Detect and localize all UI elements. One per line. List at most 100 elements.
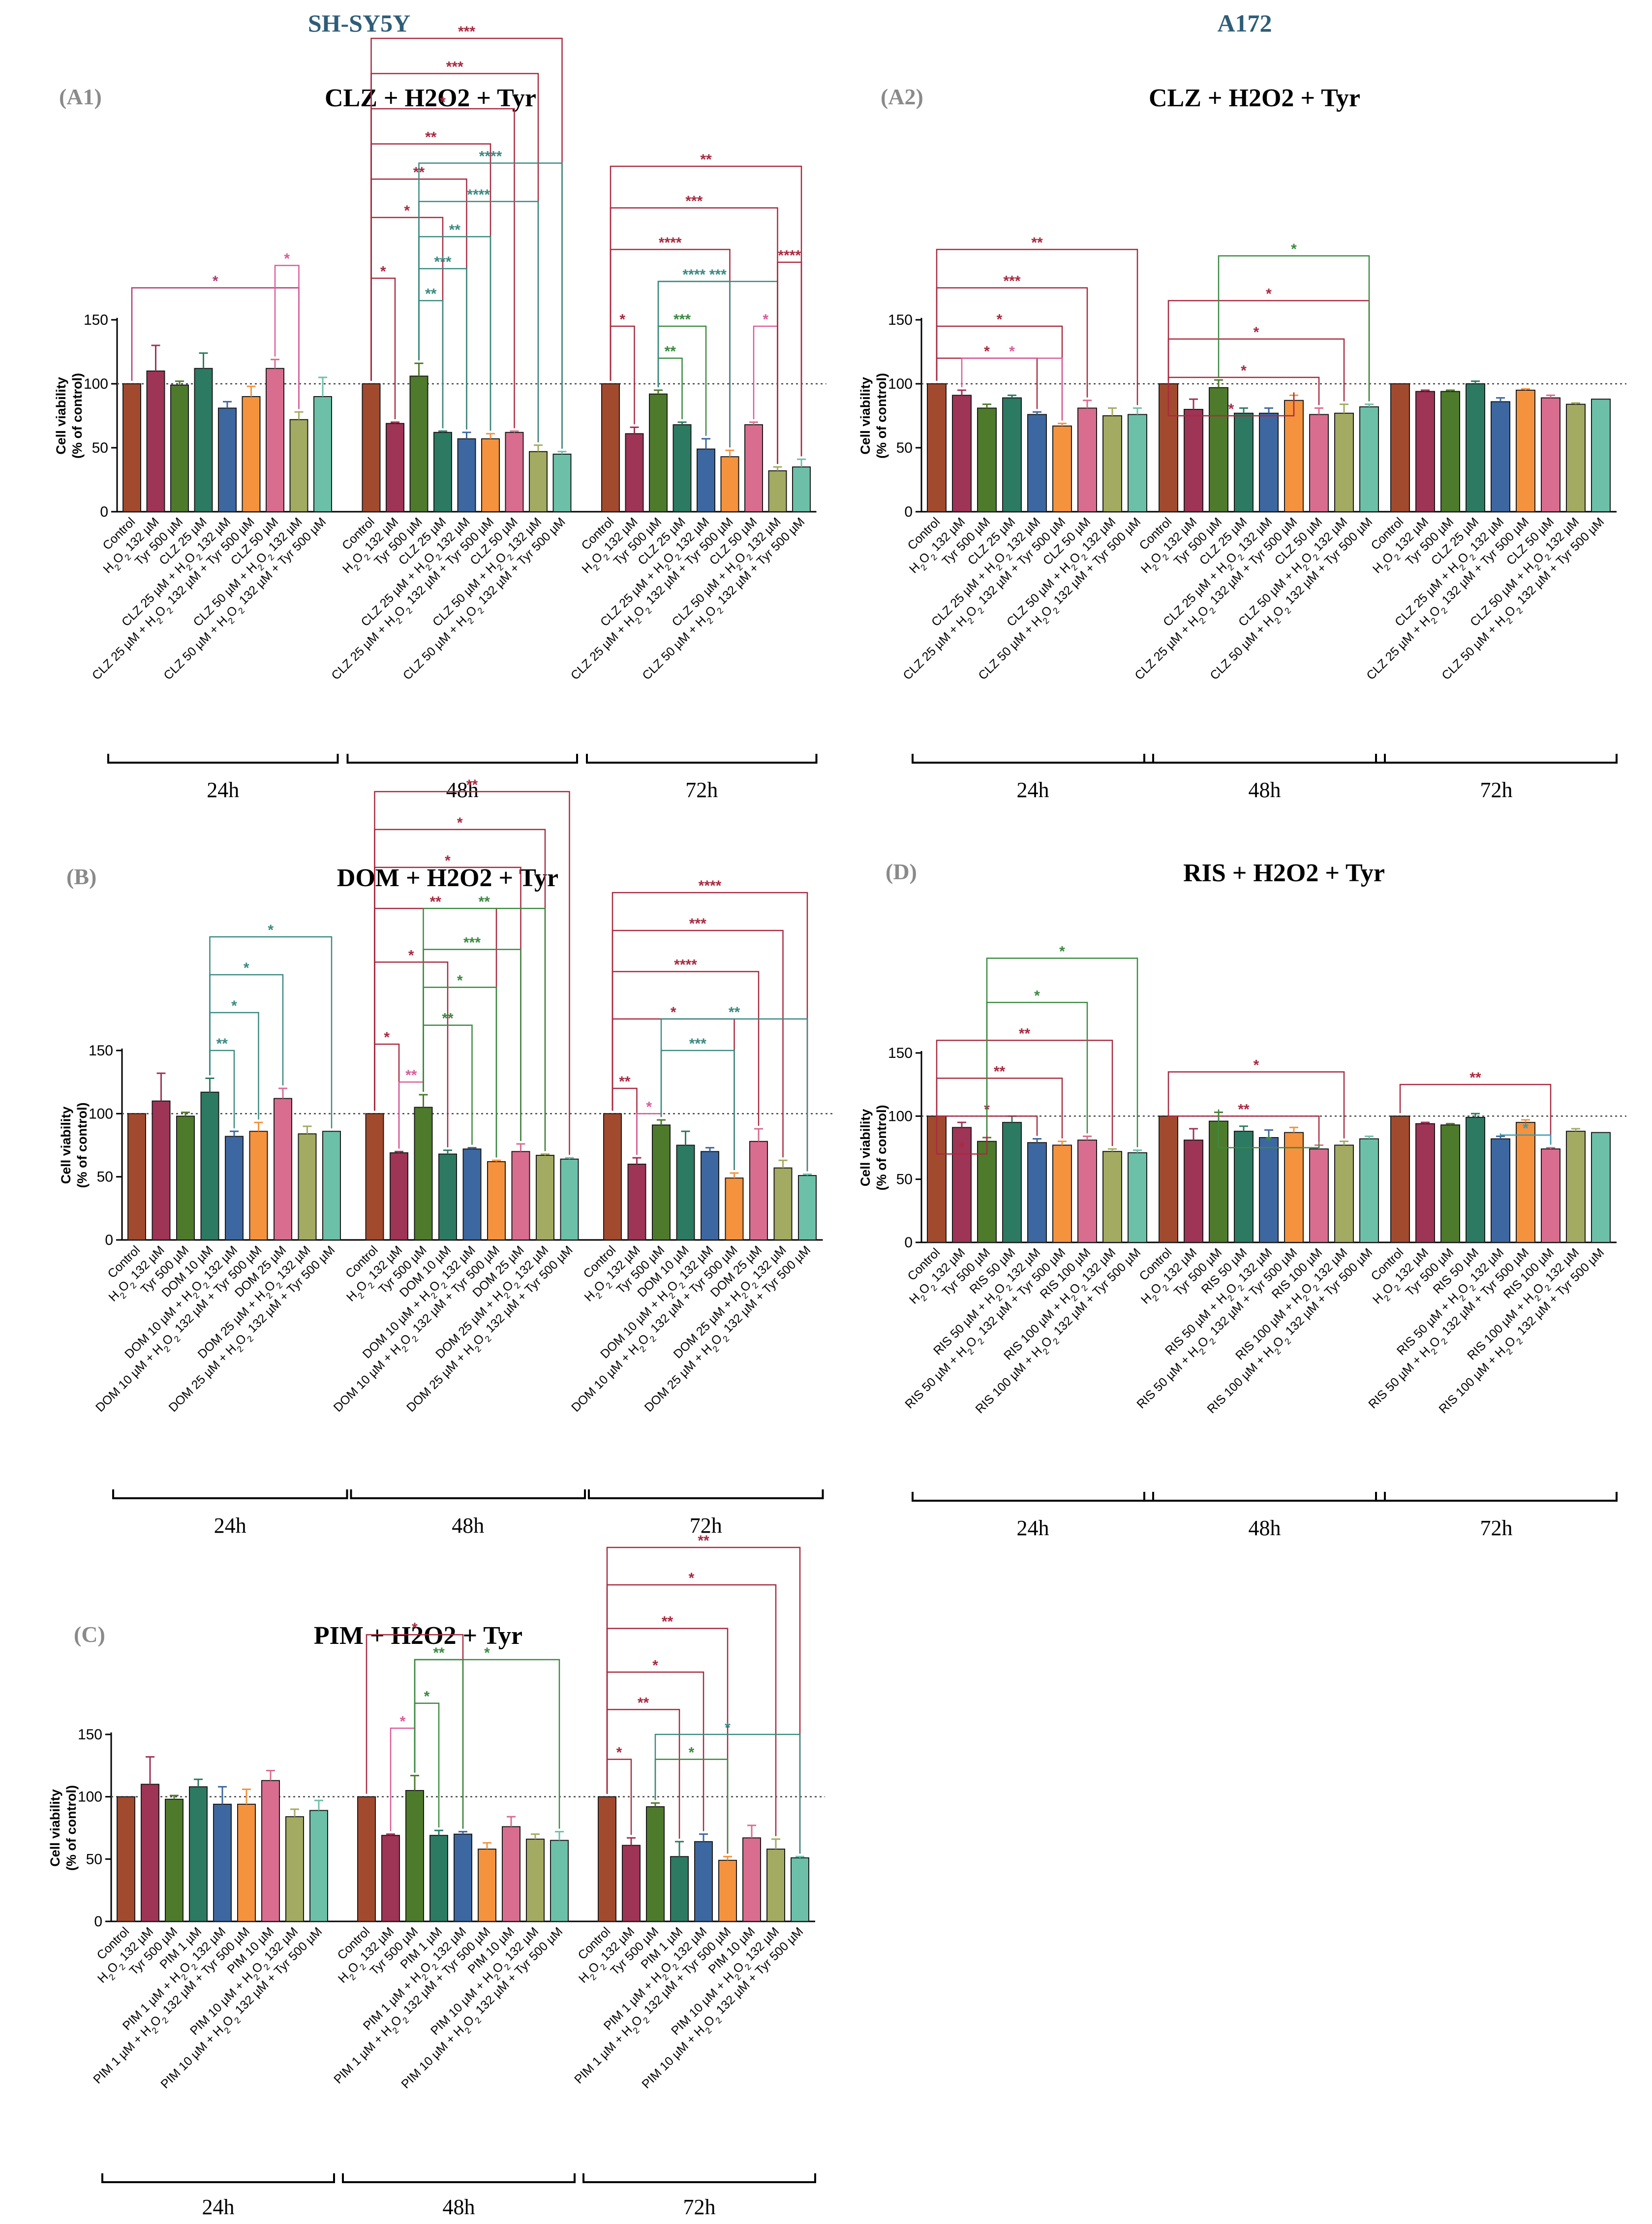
- time-bracket: [1143, 1492, 1386, 1502]
- y-axis-title: Cell viability: [858, 377, 873, 455]
- time-bracket: [342, 2173, 576, 2183]
- bar-24h-4: [225, 1136, 244, 1240]
- bar-48h-3: [429, 1835, 448, 1922]
- significance-stars: *: [652, 1657, 658, 1673]
- y-axis-title: Cell viability: [54, 377, 68, 455]
- bar-72h-2: [646, 1806, 665, 1922]
- significance-stars: **: [662, 1614, 673, 1630]
- time-label: 24h: [207, 778, 239, 802]
- bar-24h-5: [237, 1803, 256, 1922]
- significance-stars: *: [412, 1620, 418, 1636]
- bar-48h-8: [552, 454, 572, 512]
- bar-72h-7: [1566, 403, 1586, 512]
- bar-48h-6: [511, 1151, 530, 1240]
- time-bracket: [1375, 1492, 1618, 1502]
- bar-72h-7: [773, 1167, 793, 1241]
- bar-72h-1: [622, 1845, 641, 1922]
- bar-24h-8: [322, 1131, 341, 1240]
- significance-stars: ****: [479, 149, 502, 165]
- significance-bracket: [654, 1733, 801, 1854]
- panel-title-a1: CLZ + H2O2 + Tyr: [324, 84, 537, 112]
- bar-24h-0: [122, 383, 141, 512]
- significance-stars: **: [1469, 1070, 1481, 1086]
- significance-stars: ****: [699, 878, 722, 894]
- significance-bracket: [612, 971, 760, 1126]
- bar-24h-7: [1102, 415, 1122, 512]
- bar-72h-3: [1466, 383, 1485, 512]
- bar-48h-8: [560, 1158, 579, 1240]
- significance-bracket: [370, 73, 539, 442]
- bar-24h-2: [176, 1115, 195, 1241]
- time-label: 24h: [1017, 778, 1049, 802]
- panel-title-c: PIM + H2O2 + Tyr: [313, 1622, 523, 1650]
- bar-24h-6: [1077, 1140, 1097, 1243]
- significance-bracket: [374, 961, 449, 1147]
- bar-48h-7: [1334, 412, 1354, 512]
- bar-72h-8: [1591, 399, 1611, 513]
- significance-stars: ***: [673, 311, 691, 328]
- bar-48h-1: [381, 1835, 400, 1922]
- bar-48h-7: [536, 1155, 554, 1240]
- significance-stars: *: [400, 1713, 406, 1730]
- bar-72h-6: [749, 1141, 768, 1240]
- significance-stars: ***: [709, 267, 727, 283]
- bar-72h-6: [744, 424, 763, 513]
- time-label: 24h: [1017, 1516, 1049, 1540]
- bar-24h-3: [1002, 397, 1022, 512]
- significance-stars: *: [689, 1570, 695, 1586]
- bar-48h-6: [1309, 414, 1329, 513]
- significance-stars: *: [1266, 286, 1272, 302]
- significance-stars: *: [984, 343, 990, 360]
- significance-stars: ***: [685, 193, 703, 210]
- significance-stars: ***: [434, 254, 451, 270]
- bar-72h-6: [1541, 1148, 1560, 1243]
- significance-stars: **: [638, 1695, 649, 1711]
- y-axis-subtitle: (% of control): [75, 1103, 90, 1188]
- y-tick-label: 150: [888, 1045, 913, 1061]
- significance-bracket: [1499, 1133, 1552, 1145]
- panel-title-a2: CLZ + H2O2 + Tyr: [1148, 84, 1361, 112]
- bar-24h-1: [952, 1127, 972, 1243]
- bar-72h-0: [603, 1113, 622, 1240]
- bar-48h-1: [390, 1152, 408, 1241]
- bar-72h-5: [1516, 390, 1535, 512]
- bar-48h-5: [1284, 400, 1304, 512]
- significance-stars: *: [1523, 1120, 1529, 1137]
- significance-stars: *: [231, 998, 237, 1014]
- bar-48h-5: [487, 1161, 506, 1240]
- y-tick-label: 150: [78, 1727, 102, 1743]
- bar-24h-6: [261, 1780, 280, 1922]
- bar-24h-6: [274, 1098, 292, 1240]
- bar-48h-0: [365, 1113, 384, 1240]
- significance-stars: *: [424, 1689, 430, 1705]
- bar-48h-8: [1359, 406, 1379, 512]
- significance-stars: *: [725, 1720, 731, 1736]
- time-bracket: [101, 2173, 335, 2183]
- y-tick-label: 0: [105, 1232, 113, 1248]
- significance-stars: *: [689, 1745, 695, 1761]
- significance-stars: *: [1034, 988, 1040, 1004]
- significance-stars: **: [449, 222, 461, 238]
- significance-stars: ***: [689, 1036, 706, 1052]
- bar-48h-5: [1284, 1132, 1304, 1243]
- bar-48h-2: [409, 375, 428, 513]
- y-tick-label: 0: [100, 504, 108, 520]
- panel-label-a1: (A1): [59, 84, 102, 109]
- significance-bracket: [1218, 1109, 1320, 1148]
- bar-24h-6: [266, 368, 284, 512]
- bar-72h-5: [725, 1177, 744, 1241]
- significance-stars: **: [216, 1036, 228, 1052]
- bar-48h-1: [1184, 1140, 1203, 1243]
- bar-24h-2: [170, 384, 189, 512]
- significance-stars: ***: [458, 24, 475, 40]
- time-bracket: [912, 1492, 1154, 1502]
- bar-24h-8: [1128, 1152, 1147, 1243]
- bar-72h-5: [1516, 1122, 1535, 1243]
- bar-72h-3: [1466, 1116, 1485, 1243]
- significance-bracket: [961, 357, 1063, 421]
- y-axis-title: Cell viability: [858, 1109, 873, 1187]
- bar-24h-1: [146, 371, 165, 512]
- y-tick-label: 50: [97, 1169, 113, 1185]
- time-label: 48h: [1249, 778, 1281, 802]
